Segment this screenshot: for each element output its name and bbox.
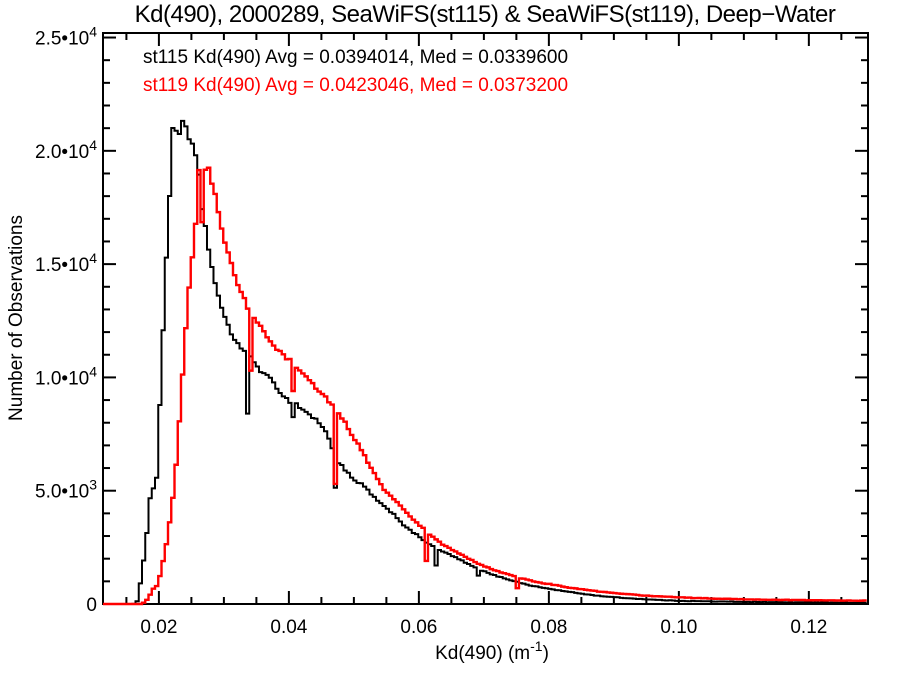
y-tick-label: 5.0•103 [35, 477, 97, 503]
x-axis-title: Kd(490) (m-1) [435, 638, 549, 664]
x-axis-tick-labels: 0.02 0.04 0.06 0.08 0.10 0.12 [140, 617, 827, 638]
y-tick-label: 0 [86, 595, 97, 616]
y-tick-label: 1.0•104 [35, 363, 97, 389]
legend-entry-st119: st119 Kd(490) Avg = 0.0423046, Med = 0.0… [143, 75, 568, 96]
series-st119-curve [103, 166, 867, 606]
y-tick-label: 2.5•104 [35, 24, 97, 50]
series-st115-curve [103, 119, 867, 605]
y-axis-title: Number of Observations [6, 215, 27, 421]
series-curves [103, 119, 867, 606]
x-tick-label: 0.04 [270, 617, 307, 638]
y-tick-label: 2.0•104 [35, 137, 97, 163]
x-tick-label: 0.06 [400, 617, 437, 638]
x-tick-label: 0.02 [140, 617, 177, 638]
legend: st115 Kd(490) Avg = 0.0394014, Med = 0.0… [143, 47, 568, 96]
x-tick-label: 0.12 [790, 617, 827, 638]
y-tick-label: 1.5•104 [35, 250, 97, 276]
chart-title: Kd(490), 2000289, SeaWiFS(st115) & SeaWi… [134, 1, 836, 28]
plot-frame [102, 32, 869, 605]
x-tick-label: 0.08 [530, 617, 567, 638]
x-tick-label: 0.10 [660, 617, 697, 638]
legend-entry-st115: st115 Kd(490) Avg = 0.0394014, Med = 0.0… [143, 47, 568, 68]
y-axis-tick-labels: 0 5.0•103 1.0•104 1.5•104 2.0•104 2.5•104 [35, 24, 97, 616]
axis-frame-and-ticks [102, 32, 869, 605]
